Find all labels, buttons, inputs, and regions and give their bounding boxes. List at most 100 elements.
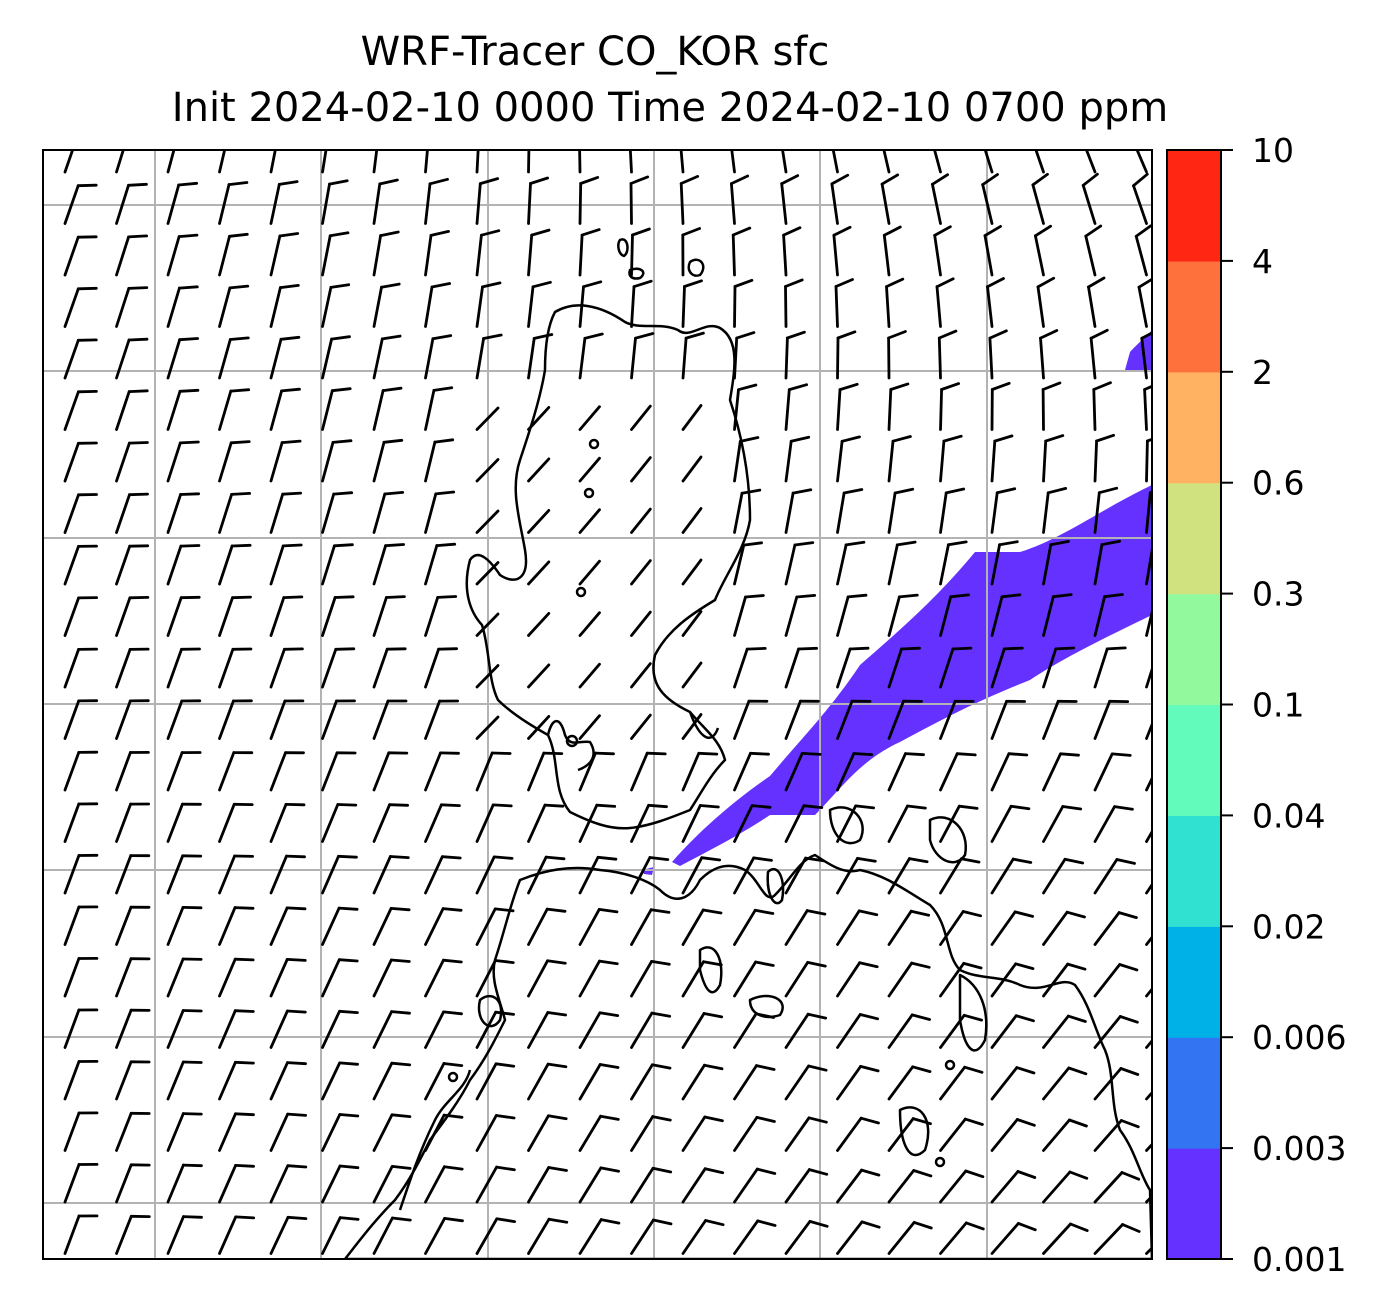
wind-barb [887,752,925,792]
wind-barb [115,1060,151,1101]
wind-barb [630,507,652,534]
colorbar-tick-label: 0.04 [1252,796,1325,835]
wind-barb [218,1215,256,1255]
wind-barb [269,958,307,998]
wind-barb [527,1166,568,1204]
wind-barb [527,1062,568,1101]
wind-barb [527,959,567,998]
wind-barb [321,906,359,946]
wind-barb [1140,331,1152,380]
wind-barb [424,542,457,586]
wind-barb [681,610,703,637]
wind-barb [885,277,905,328]
wind-barb [939,646,973,689]
wind-barb [733,541,763,586]
wind-barb [1042,910,1086,946]
wind-barb [527,715,551,740]
wind-barb [1093,1171,1141,1204]
wind-barb [578,803,617,843]
wind-barb [578,175,600,225]
wind-barb [269,180,299,225]
wind-barb [115,647,150,689]
wind-barb [269,150,277,174]
wind-barb [836,330,857,380]
wind-barb [424,958,463,998]
wind-barb [424,438,455,483]
wind-barb [681,661,703,689]
wind-barb [321,751,357,792]
wind-barb [990,857,1033,895]
wind-barb [784,1168,829,1204]
colorbar-band-0 [1167,1148,1221,1260]
wind-barb [784,488,813,534]
wind-barb [784,804,824,843]
wind-barb [730,174,750,225]
wind-barb [63,286,98,328]
wind-barb [166,1060,203,1101]
wind-barb [321,231,350,277]
wind-barb [630,227,651,277]
wind-barb [679,174,700,225]
wind-barb [681,713,703,740]
wind-barb [730,150,736,174]
coastline-peninsula-east [958,973,988,1052]
wind-barb [1093,963,1139,998]
wind-barb [1135,150,1148,174]
wind-barb [887,1065,932,1101]
wind-barb [424,1165,464,1204]
wind-barb [166,337,200,380]
wind-barb [939,699,975,740]
wind-barb [166,150,176,174]
wind-barb [981,173,999,225]
wind-barb [527,405,551,431]
wind-barb [63,647,98,689]
wind-barb [1042,1222,1089,1255]
wind-barb [578,959,619,998]
wind-barb [166,181,199,225]
wind-barb [166,492,201,534]
wind-barb [269,491,303,534]
wind-barb [630,404,652,431]
wind-barb [733,647,767,689]
wind-barb [1134,224,1152,277]
wind-barb [887,961,931,998]
wind-barb [527,280,552,328]
wind-barb [937,329,958,380]
wind-barb [475,406,500,431]
coastline-north-land [465,304,752,830]
colorbar-band-6 [1167,482,1221,595]
wind-barb [836,646,870,689]
wind-barb [578,1063,620,1101]
wind-barb [218,150,227,174]
wind-barb [269,387,301,431]
wind-barb [578,559,601,586]
wind-barb [939,540,968,586]
wind-barb [733,1064,776,1101]
wind-barb [630,279,653,328]
wind-barb [269,439,302,483]
wind-barb [935,277,955,328]
coastline-lake-7 [934,1156,946,1168]
wind-barb [424,907,463,946]
wind-barb [269,1215,308,1255]
coastline-west-rim [398,1069,472,1211]
wind-barb [629,175,650,225]
wind-barb [1145,1038,1152,1049]
wind-barb [836,1013,879,1049]
wind-barb [733,751,770,792]
wind-barb [1145,986,1152,998]
wind-barb [63,957,99,998]
wind-barb [784,752,822,792]
wind-barb [939,593,970,637]
wind-barb [1145,882,1152,895]
wind-barb [527,907,567,946]
wind-barb [218,906,255,946]
wind-barb [887,1169,933,1204]
wind-barb [882,225,902,277]
wind-barb [475,1217,516,1255]
wind-barb [475,751,512,792]
wind-barb [321,595,355,637]
wind-barb [1093,752,1132,792]
wind-barb [939,487,966,534]
map-frame [42,149,1153,1260]
